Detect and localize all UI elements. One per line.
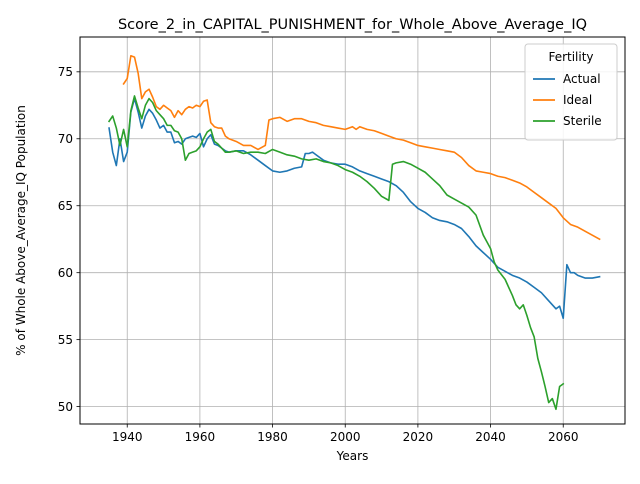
x-tick-label: 1940 [112, 430, 143, 444]
x-axis-label: Years [336, 449, 369, 463]
x-tick-label: 2060 [548, 430, 579, 444]
y-tick-label: 55 [58, 333, 73, 347]
series-line-sterile [107, 95, 565, 411]
y-tick-label: 65 [58, 199, 73, 213]
y-tick-label: 60 [58, 266, 73, 280]
legend-title: Fertility [548, 50, 593, 64]
grid [80, 37, 625, 424]
x-tick-label: 1960 [185, 430, 216, 444]
series-line-ideal [122, 54, 601, 241]
chart-title: Score_2_in_CAPITAL_PUNISHMENT_for_Whole_… [118, 17, 587, 33]
legend-label-sterile: Sterile [563, 114, 602, 128]
plot-frame [79, 36, 626, 425]
legend-label-actual: Actual [563, 72, 601, 86]
series-lines [107, 54, 601, 411]
series-line-actual [108, 97, 601, 320]
y-tick-label: 75 [58, 65, 73, 79]
legend-box [524, 43, 618, 141]
legend-items: Actual Ideal Sterile [533, 72, 602, 128]
y-tick-label: 70 [58, 132, 73, 146]
x-tick-label: 1980 [257, 430, 288, 444]
x-tick-label: 2000 [330, 430, 361, 444]
x-tick-label: 2020 [403, 430, 434, 444]
axis-ticks: 1940 1960 1980 2000 2020 2040 2060 50 55 60 65 70 75 [58, 65, 579, 444]
legend-label-ideal: Ideal [563, 93, 592, 107]
y-tick-label: 50 [58, 400, 73, 414]
legend: Fertility Actual Ideal Sterile [524, 43, 618, 141]
y-axis-label: % of Whole Above_Average_IQ Population [14, 105, 28, 356]
x-tick-label: 2040 [475, 430, 506, 444]
